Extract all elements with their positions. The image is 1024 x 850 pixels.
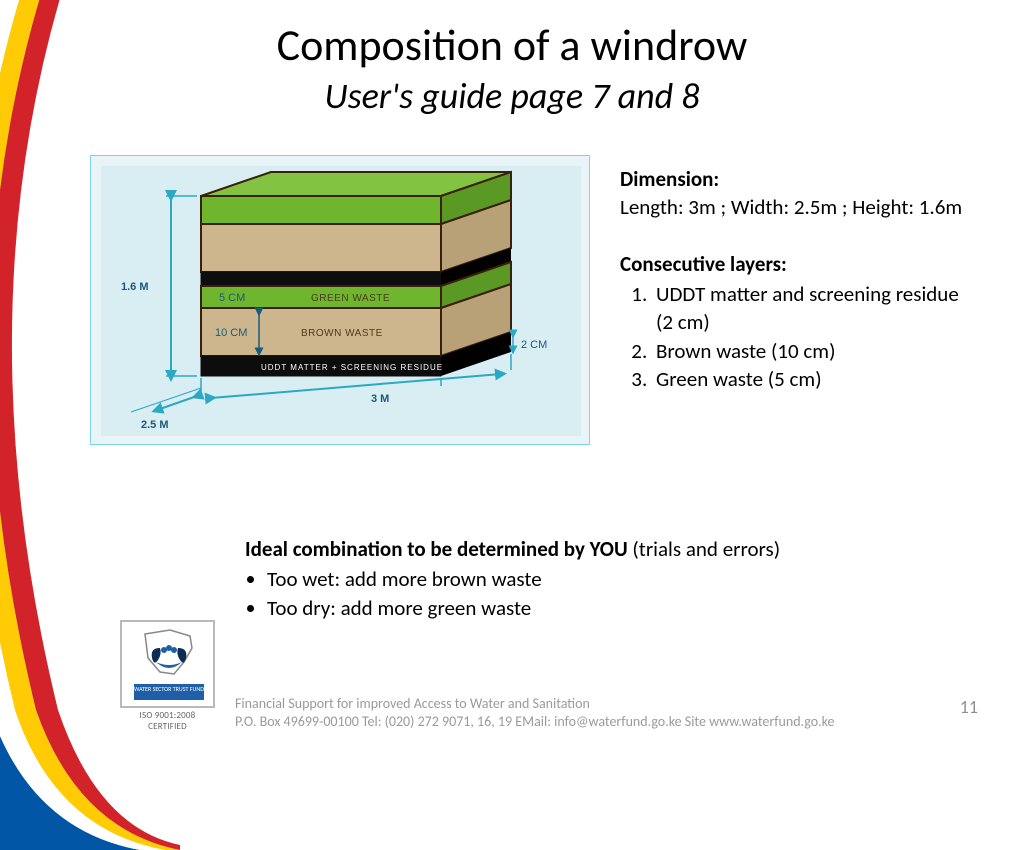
label-green-waste: GREEN WASTE <box>311 293 390 304</box>
dim-2cm: 2 CM <box>521 339 547 351</box>
footer-text: Financial Support for improved Access to… <box>235 695 935 731</box>
ideal-bullets: Too wet: add more brown waste Too dry: a… <box>267 565 945 622</box>
list-item: Too wet: add more brown waste <box>267 565 945 593</box>
page-number: 11 <box>960 696 978 718</box>
list-item: UDDT matter and screening residue (2 cm) <box>652 280 980 337</box>
layers-list: UDDT matter and screening residue (2 cm)… <box>652 280 980 393</box>
hands-water-icon <box>148 642 190 674</box>
dim-10cm: 10 CM <box>215 327 247 339</box>
label-brown-waste: BROWN WASTE <box>301 328 383 339</box>
layers-header: Consecutive layers: <box>620 250 980 278</box>
logo-band-text: WATER SECTOR TRUST FUND <box>134 684 204 700</box>
ideal-header-rest: (trials and errors) <box>628 536 780 562</box>
slide-title: Composition of a windrow <box>0 18 1024 72</box>
dimension-text: Length: 3m ; Width: 2.5m ; Height: 1.6m <box>620 193 980 221</box>
footer-line2: P.O. Box 49699-00100 Tel: (020) 272 9071… <box>235 713 935 731</box>
height-label: 1.6 M <box>121 281 149 293</box>
iso-cert-text: ISO 9001:2008 CERTIFIED <box>120 710 215 732</box>
windrow-diagram: 5 CM GREEN WASTE 10 CM BROWN WASTE UDDT … <box>90 155 590 445</box>
list-item: Too dry: add more green waste <box>267 594 945 622</box>
org-logo: WATER SECTOR TRUST FUND ISO 9001:2008 CE… <box>120 620 215 730</box>
length-label: 3 M <box>371 393 389 405</box>
list-item: Brown waste (10 cm) <box>652 337 980 365</box>
footer-line1: Financial Support for improved Access to… <box>235 695 935 713</box>
slide-subtitle: User's guide page 7 and 8 <box>0 74 1024 118</box>
label-uddt: UDDT MATTER + SCREENING RESIDUE <box>261 363 443 372</box>
width-label: 2.5 M <box>141 419 169 431</box>
dim-5cm: 5 CM <box>219 292 245 304</box>
info-panel: Dimension: Length: 3m ; Width: 2.5m ; He… <box>620 165 980 393</box>
title-block: Composition of a windrow User's guide pa… <box>0 18 1024 118</box>
list-item: Green waste (5 cm) <box>652 365 980 393</box>
ideal-block: Ideal combination to be determined by YO… <box>245 535 945 622</box>
ideal-header-bold: Ideal combination to be determined by YO… <box>245 536 628 562</box>
windrow-svg: 5 CM GREEN WASTE 10 CM BROWN WASTE UDDT … <box>101 166 581 436</box>
dimension-header: Dimension: <box>620 166 719 192</box>
